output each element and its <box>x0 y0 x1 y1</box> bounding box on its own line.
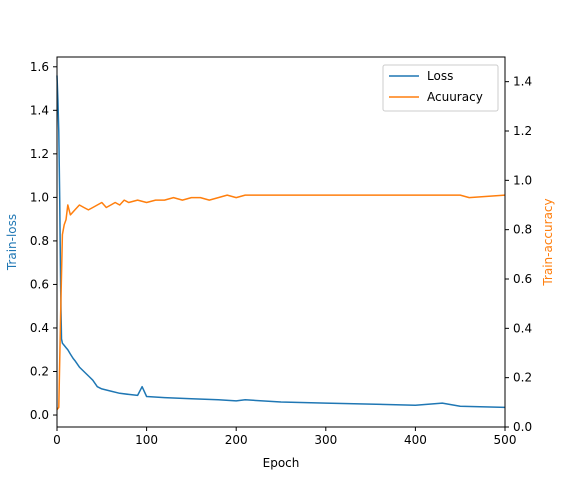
y-tick-label-right: 0.0 <box>513 420 532 434</box>
y-tick-label-right: 1.0 <box>513 173 532 187</box>
y-axis-label-left: Train-loss <box>5 214 19 271</box>
legend-label-loss: Loss <box>427 69 453 83</box>
y-tick-label-left: 0.2 <box>30 365 49 379</box>
x-tick-label: 100 <box>135 433 158 447</box>
x-tick-label: 400 <box>404 433 427 447</box>
y-tick-label-right: 0.2 <box>513 371 532 385</box>
axes-frame <box>56 56 506 428</box>
y-tick-label-left: 0.8 <box>30 234 49 248</box>
x-axis-label: Epoch <box>263 456 300 470</box>
x-tick-label: 500 <box>494 433 517 447</box>
y-tick-label-left: 0.6 <box>30 277 49 291</box>
y-tick-label-left: 0.4 <box>30 321 49 335</box>
ticks: 0 100 200 300 400 5000.00.20.40.60.81.01.21.4… <box>30 60 532 447</box>
y-tick-label-right: 0.6 <box>513 272 532 286</box>
series-line-accuracy <box>56 194 506 411</box>
y-tick-label-left: 0.0 <box>30 408 49 422</box>
y-tick-label-right: 0.4 <box>513 321 532 335</box>
plot-area <box>56 75 506 411</box>
y-tick-label-right: 1.2 <box>513 124 532 138</box>
y-tick-label-left: 1.4 <box>30 103 49 117</box>
y-tick-label-right: 1.4 <box>513 75 532 89</box>
y-tick-label-left: 1.2 <box>30 147 49 161</box>
x-tick-label: 300 <box>314 433 337 447</box>
y-tick-label-left: 1.6 <box>30 60 49 74</box>
legend-label-accuracy: Acuuracy <box>427 90 483 104</box>
series-line-loss <box>56 75 506 409</box>
y-axis-label-right: Train-accuracy <box>541 198 555 286</box>
legend: Loss Acuuracy <box>382 64 499 112</box>
x-tick-label: 0 <box>53 433 61 447</box>
x-tick-label: 200 <box>225 433 248 447</box>
y-tick-label-right: 0.8 <box>513 223 532 237</box>
y-tick-label-left: 1.0 <box>30 190 49 204</box>
